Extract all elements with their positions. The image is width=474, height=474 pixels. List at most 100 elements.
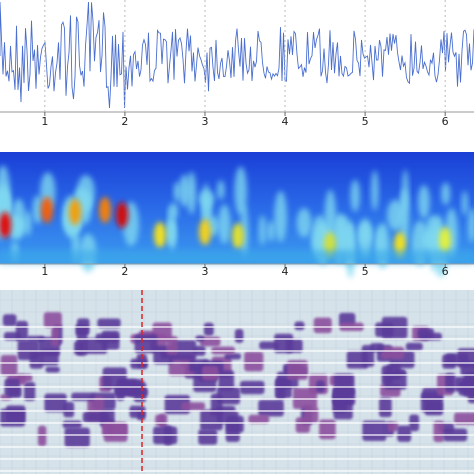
scalogram-blob: [79, 191, 92, 225]
spectral-blob: [101, 422, 128, 437]
scalogram-blob: [173, 181, 181, 202]
spectral-blob: [244, 351, 264, 372]
spectral-blob: [198, 429, 218, 445]
spectral-blob: [258, 399, 284, 417]
scalogram-blob: [468, 207, 474, 243]
x-tick-label: 1: [41, 115, 48, 128]
scalogram-blob: [201, 198, 213, 222]
scalogram-blob: [350, 179, 360, 212]
scalogram-blob: [167, 205, 175, 245]
spectral-blob: [166, 336, 178, 355]
x-tick-label: 3: [201, 115, 208, 128]
spectral-blob: [136, 353, 147, 368]
spectral-blob: [155, 414, 165, 426]
scalogram-blob: [218, 204, 231, 245]
x-tick-label: 5: [362, 265, 369, 278]
spectral-blob: [234, 328, 244, 343]
scalogram-peak: [154, 222, 166, 248]
spectral-blob: [294, 321, 305, 331]
spectral-blob: [62, 420, 82, 429]
spectral-blob: [40, 349, 59, 366]
spectral-blob: [362, 420, 387, 442]
scalogram-blob: [0, 165, 11, 221]
spectral-blob: [405, 342, 423, 351]
spectral-blob: [74, 341, 85, 356]
spectral-blob: [51, 327, 60, 347]
spectral-blob: [379, 397, 392, 418]
x-tick-label: 5: [362, 115, 369, 128]
spectral-blob: [45, 366, 60, 373]
x-tick-label: 2: [121, 115, 128, 128]
spectral-blob: [224, 353, 242, 360]
spectral-blob: [5, 405, 26, 424]
scalogram-peak: [99, 197, 111, 223]
spectral-blob: [226, 415, 244, 433]
scalogram-peak: [116, 202, 128, 228]
scalogram: [0, 165, 474, 279]
spectral-blob: [333, 387, 356, 406]
spectral-blob: [381, 346, 405, 359]
x-tick-label: 6: [442, 265, 449, 278]
spectral-blob: [313, 317, 332, 334]
spectral-blob: [216, 387, 241, 405]
scalogram-peak: [0, 212, 11, 238]
scalogram-blob: [358, 218, 373, 259]
spectral-blob: [248, 414, 270, 424]
spectral-blob: [24, 381, 36, 401]
waveform: [0, 1, 474, 109]
scalogram-blob: [461, 190, 468, 216]
spectral-blob: [433, 420, 445, 443]
scalogram-peak: [199, 219, 211, 245]
x-tick-label: 6: [442, 115, 449, 128]
spectral-blob: [3, 331, 22, 341]
scalogram-blob: [267, 220, 275, 242]
spectral-blob: [387, 421, 399, 432]
scalogram-blob: [402, 169, 409, 213]
x-tick-label: 2: [121, 265, 128, 278]
scalogram-peak: [439, 227, 451, 253]
scalogram-peak: [232, 223, 244, 249]
scalogram-blob: [418, 185, 430, 219]
spectral-blob: [381, 316, 408, 339]
spectral-blob: [2, 314, 17, 327]
x-tick-label: 4: [282, 265, 289, 278]
scalogram-blob: [371, 170, 379, 211]
waveform-trace: [0, 1, 474, 109]
scalogram-blob: [274, 190, 287, 243]
scalogram-blob: [32, 195, 43, 225]
spectral-blob: [37, 425, 47, 447]
spectral-blob: [454, 412, 474, 425]
spectral-image: [0, 290, 474, 474]
spectral-blob: [29, 351, 44, 369]
spectral-blob: [128, 387, 148, 397]
spectral-blob: [84, 338, 108, 354]
spectral-blob: [445, 373, 456, 393]
spectral-blob: [259, 341, 279, 350]
scalogram-blob: [24, 211, 32, 236]
spectral-blob: [64, 427, 90, 448]
spectral-blob: [136, 409, 146, 421]
scalogram-blob: [11, 198, 26, 240]
scalogram-blob: [441, 182, 451, 206]
scalogram-blob: [259, 215, 266, 246]
spectral-blob: [97, 318, 121, 328]
scalogram-blob: [387, 199, 404, 231]
scalogram-blob: [234, 166, 247, 216]
x-tick-label: 1: [41, 265, 48, 278]
spectral-blob: [276, 377, 286, 400]
scalogram-floor: [0, 250, 474, 264]
scalogram-peak: [69, 199, 81, 225]
spectral-blob: [202, 365, 219, 381]
scalogram-blob: [217, 180, 225, 200]
spectral-blob: [181, 402, 206, 411]
spectral-blob: [82, 411, 108, 423]
spectral-blob: [397, 425, 412, 442]
spectral-blob: [285, 339, 303, 353]
x-tick-label: 3: [201, 265, 208, 278]
scalogram-blob: [430, 226, 438, 273]
spectral-blob: [44, 393, 67, 413]
spectral-blob: [304, 406, 319, 424]
scalogram-peak: [41, 197, 53, 223]
scalogram-blob: [186, 171, 197, 215]
